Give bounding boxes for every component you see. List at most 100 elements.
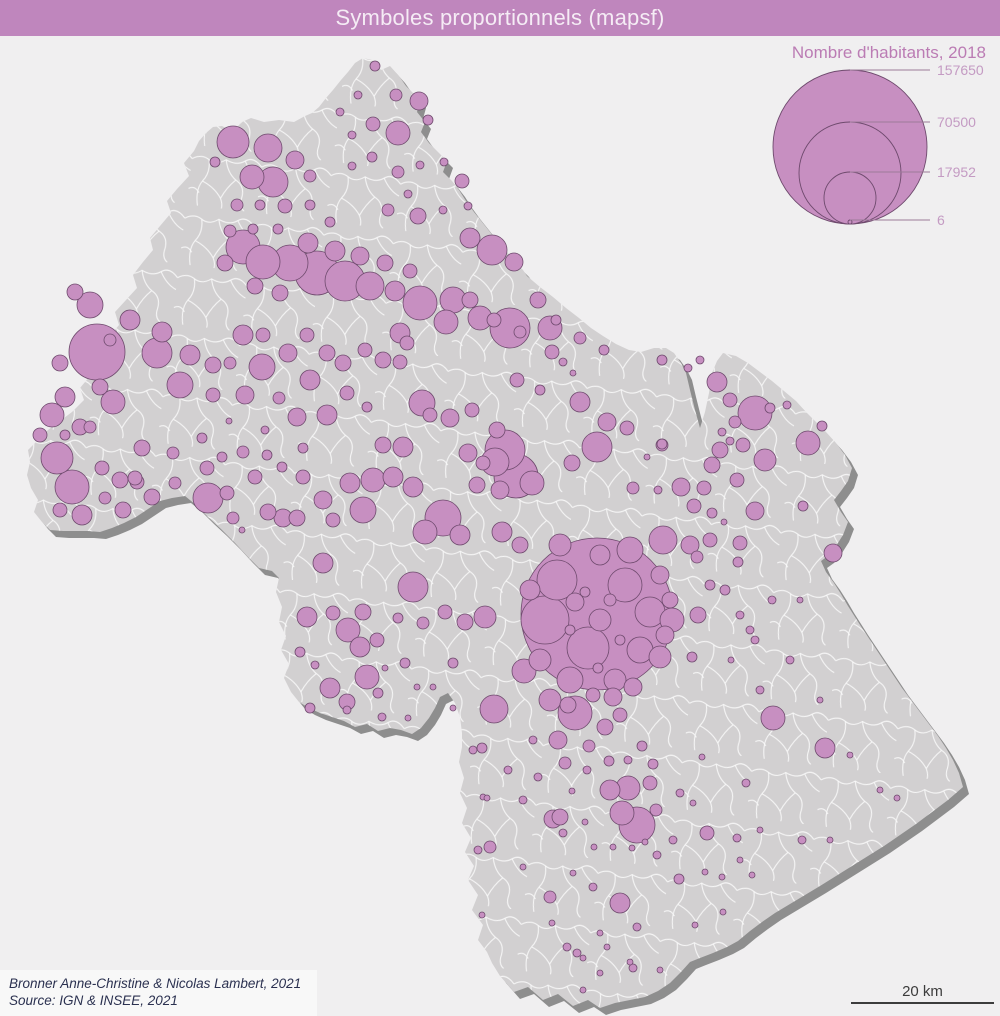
legend-value-label: 70500 bbox=[937, 114, 976, 130]
population-symbol bbox=[636, 740, 648, 752]
population-symbol bbox=[632, 922, 642, 932]
population-symbol bbox=[569, 391, 591, 413]
population-symbol bbox=[223, 356, 237, 370]
population-symbol bbox=[389, 88, 403, 102]
population-symbol bbox=[253, 133, 283, 163]
population-symbol bbox=[623, 677, 643, 697]
population-symbol bbox=[695, 355, 705, 365]
population-symbol bbox=[299, 327, 315, 343]
population-symbol bbox=[690, 550, 704, 564]
population-symbol bbox=[464, 402, 480, 418]
population-symbol bbox=[689, 606, 707, 624]
population-symbol bbox=[204, 356, 222, 374]
population-symbol bbox=[439, 157, 449, 167]
population-symbol bbox=[529, 291, 547, 309]
legend-value-label: 6 bbox=[937, 212, 945, 228]
population-symbol bbox=[656, 354, 668, 366]
population-symbol bbox=[238, 526, 246, 534]
population-symbol bbox=[463, 201, 473, 211]
population-symbol bbox=[490, 480, 510, 500]
population-symbol bbox=[369, 60, 381, 72]
population-symbol bbox=[384, 280, 406, 302]
population-symbol bbox=[559, 696, 577, 714]
population-symbol bbox=[374, 351, 392, 369]
population-symbol bbox=[816, 420, 828, 432]
population-symbol bbox=[294, 646, 306, 658]
population-symbol bbox=[272, 391, 286, 405]
population-symbol bbox=[603, 668, 627, 692]
population-symbol bbox=[491, 521, 513, 543]
population-symbol bbox=[277, 198, 293, 214]
population-symbol bbox=[656, 966, 664, 974]
population-symbol bbox=[376, 254, 394, 272]
population-symbol bbox=[596, 969, 604, 977]
population-symbol bbox=[558, 756, 572, 770]
population-symbol bbox=[550, 314, 562, 326]
population-symbol bbox=[603, 943, 611, 951]
population-symbol bbox=[558, 828, 568, 838]
population-symbol bbox=[216, 254, 234, 272]
population-symbol bbox=[209, 156, 221, 168]
credits-authors: Bronner Anne-Christine & Nicolas Lambert… bbox=[9, 976, 302, 991]
population-symbol bbox=[261, 449, 273, 461]
population-symbol bbox=[100, 389, 126, 415]
population-symbol bbox=[196, 432, 208, 444]
population-symbol bbox=[668, 835, 678, 845]
population-symbol bbox=[133, 439, 151, 457]
population-symbol bbox=[797, 835, 807, 845]
population-symbol bbox=[354, 664, 380, 690]
population-symbol bbox=[402, 263, 418, 279]
population-symbol bbox=[696, 480, 712, 496]
population-symbol bbox=[381, 203, 395, 217]
population-symbol bbox=[402, 476, 424, 498]
population-symbol bbox=[399, 657, 411, 669]
population-symbol bbox=[127, 470, 143, 486]
population-symbol bbox=[589, 544, 611, 566]
population-symbol bbox=[310, 660, 320, 670]
population-symbol bbox=[704, 579, 716, 591]
population-symbol bbox=[623, 755, 633, 765]
population-symbol bbox=[382, 466, 404, 488]
population-symbol bbox=[415, 160, 425, 170]
population-symbol bbox=[239, 164, 265, 190]
population-symbol bbox=[461, 291, 479, 309]
population-symbol bbox=[579, 954, 587, 962]
population-symbol bbox=[719, 908, 727, 916]
population-symbol bbox=[544, 344, 560, 360]
population-symbol bbox=[454, 173, 470, 189]
population-symbol bbox=[722, 392, 738, 408]
population-symbol bbox=[648, 645, 672, 669]
population-symbol bbox=[205, 387, 221, 403]
scale-bar: 20 km bbox=[851, 983, 994, 1004]
population-symbol bbox=[259, 503, 277, 521]
population-symbol bbox=[551, 808, 569, 826]
population-symbol bbox=[603, 593, 617, 607]
population-symbol bbox=[729, 472, 745, 488]
population-symbol bbox=[614, 634, 626, 646]
population-symbol bbox=[272, 223, 284, 235]
population-symbol bbox=[377, 712, 387, 722]
population-symbol bbox=[52, 502, 68, 518]
population-symbol bbox=[823, 543, 843, 563]
population-symbol bbox=[403, 189, 413, 199]
population-symbol bbox=[319, 677, 341, 699]
population-symbol bbox=[893, 794, 901, 802]
population-symbol bbox=[699, 825, 715, 841]
population-symbol bbox=[296, 606, 318, 628]
population-symbol bbox=[680, 535, 700, 555]
population-symbol bbox=[216, 451, 228, 463]
population-symbol bbox=[199, 460, 215, 476]
population-symbol bbox=[350, 246, 370, 266]
population-symbol bbox=[254, 199, 266, 211]
population-symbol bbox=[797, 500, 809, 512]
population-symbol bbox=[503, 765, 513, 775]
population-symbol bbox=[588, 882, 598, 892]
population-symbol bbox=[468, 476, 486, 494]
population-symbol bbox=[335, 617, 361, 643]
population-symbol bbox=[533, 772, 543, 782]
population-symbol bbox=[325, 512, 341, 528]
population-symbol bbox=[568, 787, 576, 795]
population-symbol bbox=[582, 765, 592, 775]
